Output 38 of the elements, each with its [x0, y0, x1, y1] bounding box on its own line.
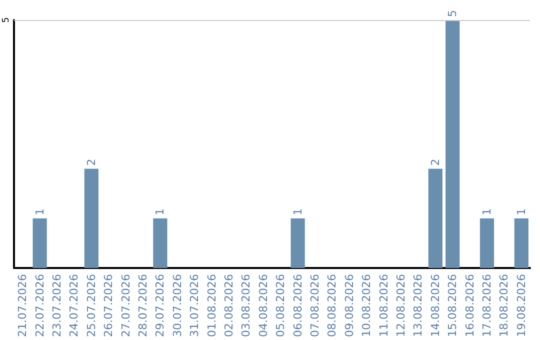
x-tick-label: 03.08.2026 [240, 274, 253, 338]
x-tick-label: 24.07.2026 [68, 274, 81, 338]
x-tick-label: 28.07.2026 [136, 274, 150, 338]
x-tick-label: 19.08.2026 [514, 274, 528, 338]
x-tick-label: 09.08.2026 [342, 274, 356, 338]
x-tick-label: 30.07.2026 [170, 274, 184, 338]
x-tick-label: 15.08.2026 [446, 274, 460, 338]
data-label: 1 [480, 208, 494, 216]
x-tick-label: 07.08.2026 [308, 274, 322, 338]
x-tick-label: 05.08.2026 [274, 274, 288, 338]
data-label: 5 [446, 10, 460, 17]
x-tick-label: 02.08.2026 [222, 274, 236, 338]
data-label: 1 [514, 208, 528, 216]
data-label: 2 [84, 158, 98, 166]
x-tick-label: 04.08.2026 [256, 274, 270, 338]
x-tick-label: 18.08.2026 [498, 274, 511, 338]
x-tick-label: 08.08.2026 [326, 274, 339, 338]
data-label: 1 [33, 208, 46, 216]
x-tick-label: 23.07.2026 [50, 274, 64, 338]
data-label: 1 [291, 208, 304, 216]
data-label: 1 [154, 208, 167, 216]
x-tick-label: 22.07.2026 [33, 274, 46, 338]
x-tick-label: 10.08.2026 [360, 274, 374, 338]
x-tick-label: 26.07.2026 [102, 274, 116, 338]
x-tick-label: 16.08.2026 [463, 274, 476, 338]
x-tick-label: 31.07.2026 [188, 274, 202, 338]
x-tick-label: 01.08.2026 [205, 274, 218, 338]
x-tick-label: 25.07.2026 [84, 274, 98, 338]
x-tick-label: 21.07.2026 [16, 274, 30, 338]
x-tick-label: 06.08.2026 [291, 274, 304, 338]
data-label: 2 [428, 158, 442, 166]
x-tick-label: 12.08.2026 [394, 274, 408, 338]
x-tick-label: 17.08.2026 [480, 274, 494, 338]
x-tick-label: 13.08.2026 [412, 274, 425, 338]
x-tick-label: 14.08.2026 [428, 274, 442, 338]
x-tick-label: 11.08.2026 [377, 274, 390, 338]
x-tick-label: 27.07.2026 [119, 274, 132, 338]
x-tick-label: 29.07.2026 [154, 274, 167, 338]
